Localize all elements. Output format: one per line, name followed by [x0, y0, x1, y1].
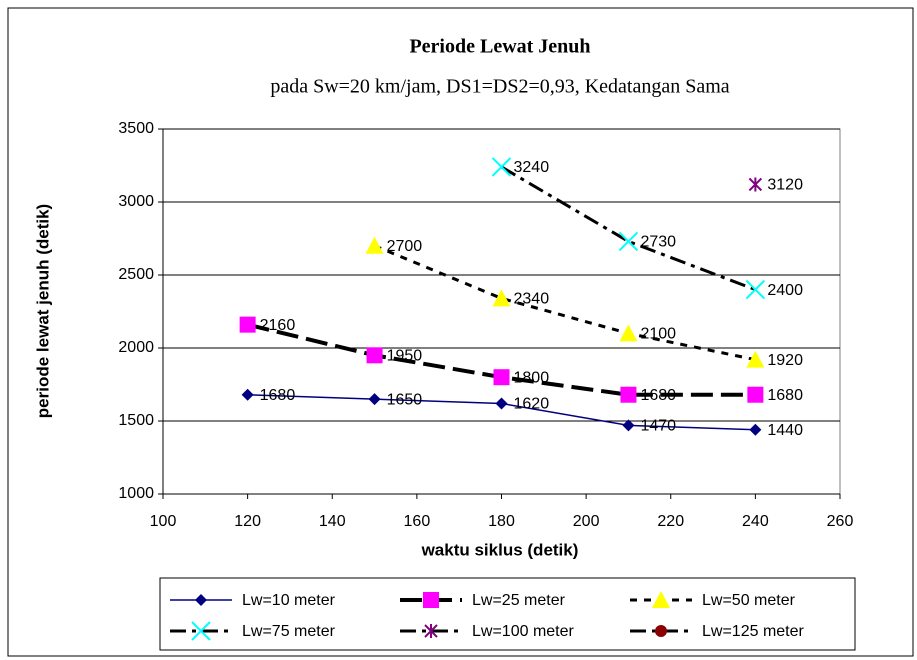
x-tick-label: 120	[234, 513, 261, 530]
data-label: 1680	[767, 387, 803, 404]
marker	[494, 369, 510, 385]
page: Periode Lewat Jenuh pada Sw=20 km/jam, D…	[0, 0, 917, 660]
y-axis-label: periode lewat jenuh (detik)	[33, 204, 52, 418]
data-label: 1680	[260, 387, 296, 404]
legend-label: Lw=75 meter	[242, 623, 336, 640]
x-tick-label: 260	[827, 513, 854, 530]
data-label: 1920	[767, 352, 803, 369]
chart: Periode Lewat Jenuh pada Sw=20 km/jam, D…	[0, 0, 917, 660]
x-axis-label: waktu siklus (detik)	[421, 540, 579, 559]
data-label: 1620	[514, 396, 550, 413]
plot-area	[163, 129, 840, 494]
x-tick-label: 200	[573, 513, 600, 530]
data-label: 2730	[640, 234, 676, 251]
x-tick-label: 180	[488, 513, 515, 530]
marker	[240, 317, 256, 333]
legend-label: Lw=25 meter	[472, 592, 566, 609]
y-tick-label: 3500	[118, 120, 154, 137]
data-label: 3120	[767, 177, 803, 194]
legend-marker	[423, 592, 439, 608]
data-label: 2100	[640, 326, 676, 343]
data-label: 2400	[767, 282, 803, 299]
x-tick-label: 220	[657, 513, 684, 530]
legend-label: Lw=100 meter	[472, 623, 575, 640]
marker	[620, 387, 636, 403]
data-label: 1440	[767, 422, 803, 439]
legend-label: Lw=50 meter	[702, 592, 796, 609]
chart-title: Periode Lewat Jenuh	[409, 36, 590, 58]
x-tick-label: 140	[319, 513, 346, 530]
y-tick-label: 3000	[118, 193, 154, 210]
data-label: 2340	[514, 291, 550, 308]
data-label: 1650	[387, 391, 423, 408]
data-label: 1470	[640, 418, 676, 435]
data-label: 1950	[387, 348, 423, 365]
marker	[367, 347, 383, 363]
x-tick-label: 240	[742, 513, 769, 530]
data-label: 2160	[260, 317, 296, 334]
data-label: 1800	[514, 369, 550, 386]
x-tick-label: 160	[404, 513, 431, 530]
y-tick-label: 1500	[118, 412, 154, 429]
y-tick-label: 2500	[118, 266, 154, 283]
marker	[747, 387, 763, 403]
data-label: 2700	[387, 238, 423, 255]
legend-label: Lw=10 meter	[242, 592, 336, 609]
chart-subtitle: pada Sw=20 km/jam, DS1=DS2=0,93, Kedatan…	[270, 76, 729, 98]
data-label: 1680	[640, 387, 676, 404]
data-label: 3240	[514, 159, 550, 176]
x-tick-label: 100	[150, 513, 177, 530]
legend-label: Lw=125 meter	[702, 623, 805, 640]
y-tick-label: 1000	[118, 485, 154, 502]
y-tick-label: 2000	[118, 339, 154, 356]
legend-marker	[655, 625, 667, 637]
